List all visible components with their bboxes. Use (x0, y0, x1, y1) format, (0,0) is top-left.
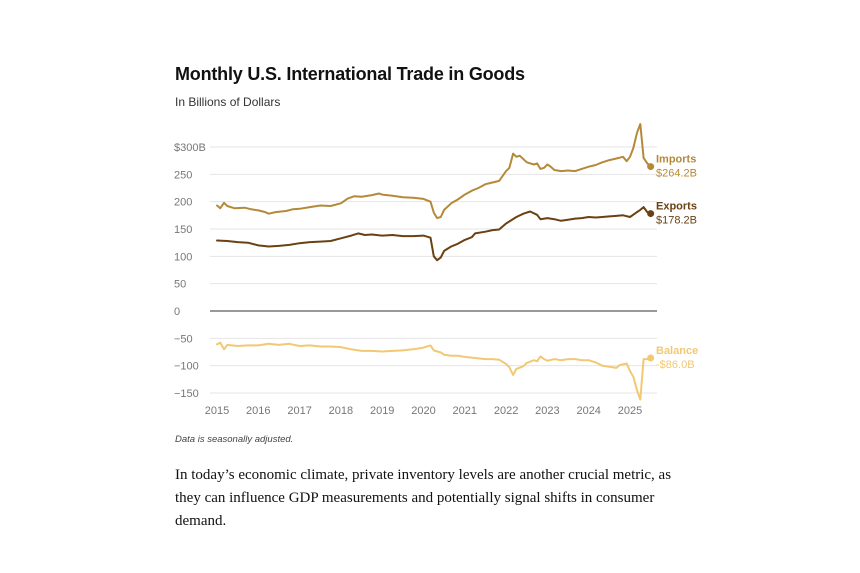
x-tick-label: 2021 (453, 405, 477, 417)
series-line-exports (216, 206, 652, 262)
series-end-dot-exports (647, 210, 655, 218)
body-paragraph: In today’s economic climate, private inv… (175, 467, 672, 529)
x-tick-label: 2020 (411, 405, 435, 417)
series-end-dot-balance (647, 354, 655, 362)
y-tick-label: 250 (174, 169, 192, 181)
footnote: Data is seasonally adjusted. (175, 434, 294, 445)
series-line-balance (216, 341, 652, 401)
y-tick-label: 50 (174, 279, 186, 291)
series-value-exports: $178.2B (656, 215, 697, 227)
series-label-balance: Balance (656, 345, 698, 357)
series-line-imports (216, 123, 652, 220)
series-value-balance: -$86.0B (656, 359, 695, 371)
series-end-dot-imports (647, 163, 655, 171)
x-tick-label: 2023 (535, 405, 559, 417)
chart-subtitle: In Billions of Dollars (175, 95, 281, 109)
y-tick-label: 0 (174, 306, 180, 318)
x-tick-label: 2015 (205, 405, 229, 417)
x-tick-label: 2017 (287, 405, 311, 417)
series-label-exports: Exports (656, 201, 697, 213)
series-value-imports: $264.2B (656, 168, 697, 180)
x-tick-label: 2018 (329, 405, 353, 417)
series-end-labels: Imports $264.2B Exports $178.2B Balance -$86.… (656, 154, 698, 371)
y-tick-label: 200 (174, 197, 192, 209)
y-tick-label: −50 (174, 333, 193, 345)
x-tick-label: 2024 (576, 405, 600, 417)
y-tick-label: 150 (174, 224, 192, 236)
x-tick-label: 2022 (494, 405, 518, 417)
gridlines (210, 146, 657, 394)
y-axis-ticks: $300B 250 200 150 100 50 0 −50 −100 −150 (174, 142, 206, 400)
series-label-imports: Imports (656, 154, 696, 166)
y-tick-label: 100 (174, 251, 192, 263)
chart-title: Monthly U.S. International Trade in Good… (175, 64, 525, 84)
x-tick-label: 2016 (246, 405, 270, 417)
x-tick-label: 2025 (618, 405, 642, 417)
y-tick-label: −100 (174, 361, 199, 373)
y-tick-label: $300B (174, 142, 206, 154)
series-lines (216, 123, 655, 401)
x-tick-label: 2019 (370, 405, 394, 417)
y-tick-label: −150 (174, 388, 199, 400)
x-axis-ticks: 2015 2016 2017 2018 2019 2020 2021 2022 2023 2024… (205, 405, 642, 417)
